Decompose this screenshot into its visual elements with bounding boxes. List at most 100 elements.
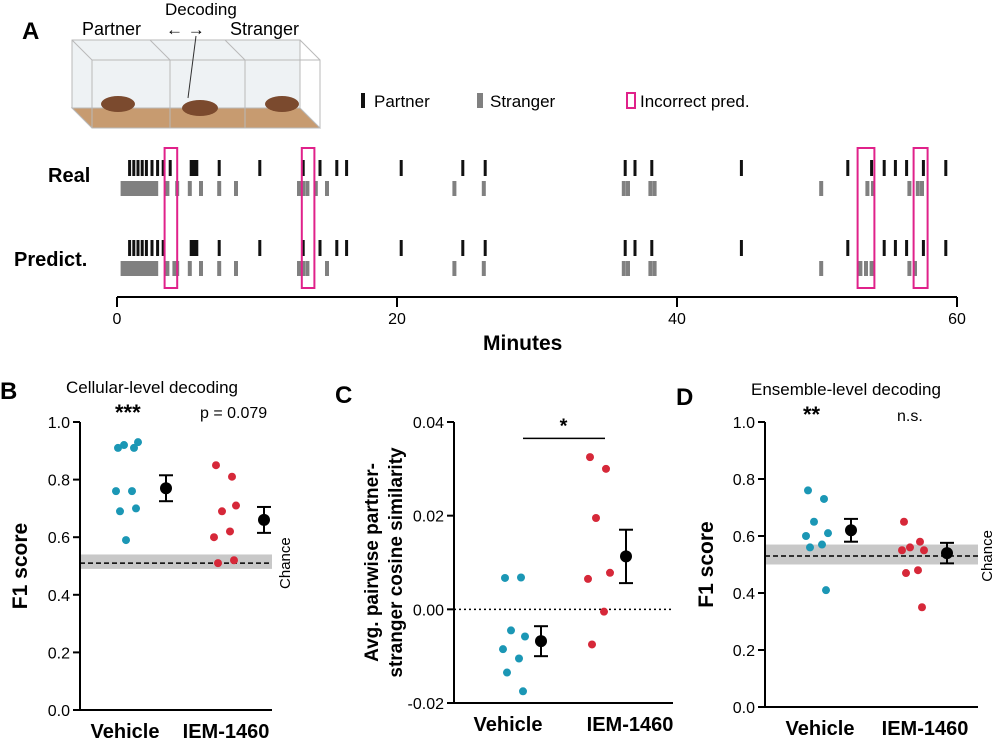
- stranger-mouse-icon: [265, 96, 299, 112]
- partner-event: [921, 160, 925, 176]
- stranger-event: [131, 261, 136, 276]
- partner-event: [318, 160, 322, 176]
- stranger-event: [187, 261, 192, 276]
- y-tick-label: 0.2: [733, 643, 755, 660]
- raster-x-tick-label: 60: [948, 311, 966, 328]
- data-point: [517, 573, 525, 582]
- stranger-event: [154, 181, 159, 196]
- data-point: [507, 626, 515, 635]
- panel-b-vehicle-significance: ***: [115, 400, 141, 425]
- incorrect-prediction-box: [856, 147, 876, 289]
- data-point: [920, 546, 928, 555]
- partner-event: [140, 240, 144, 256]
- data-point: [521, 632, 529, 641]
- data-point: [230, 556, 238, 565]
- partner-event: [882, 160, 886, 176]
- panel-letter-a: A: [22, 18, 40, 45]
- partner-event: [944, 240, 948, 256]
- significance-marker: *: [560, 415, 568, 437]
- stranger-event: [920, 181, 924, 196]
- stranger-event: [137, 181, 142, 196]
- stranger-event: [819, 181, 824, 196]
- partner-event: [132, 240, 136, 256]
- stranger-event: [199, 181, 203, 196]
- y-tick-label: 0.04: [413, 415, 444, 432]
- raster-plot: [120, 147, 948, 289]
- stranger-event: [134, 261, 139, 276]
- partner-event: [870, 160, 874, 176]
- partner-event: [258, 160, 262, 176]
- raster-x-tick-label: 40: [668, 311, 686, 328]
- partner-event: [195, 160, 199, 176]
- y-tick-label: 1.0: [733, 415, 755, 432]
- y-tick-label: 0.6: [48, 530, 70, 547]
- data-point: [112, 487, 120, 496]
- data-point: [900, 517, 908, 526]
- cage-arrows: ← →: [166, 20, 205, 39]
- data-point: [898, 546, 906, 555]
- raster-x-axis: 0 20 40 60: [113, 296, 966, 328]
- raster-x-tick-label: 20: [388, 311, 406, 328]
- decoding-cable: [187, 35, 197, 99]
- y-tick-label: 1.0: [48, 415, 70, 432]
- stranger-event: [165, 181, 170, 196]
- mean-marker: [845, 524, 857, 537]
- y-tick-label: 0.8: [48, 473, 70, 490]
- data-point: [218, 507, 226, 516]
- stranger-event: [652, 181, 657, 196]
- stranger-event: [140, 261, 145, 276]
- stranger-event: [148, 261, 153, 276]
- stranger-event: [626, 181, 630, 196]
- mean-marker: [160, 482, 172, 495]
- partner-event: [893, 160, 897, 176]
- data-point: [804, 486, 812, 495]
- stranger-event: [301, 181, 306, 196]
- x-category-label: Vehicle: [474, 714, 543, 736]
- panel-d-chart: Chance 0.0 0.2 0.4 0.6 0.8 1.0 F1 score Vehicle I…: [695, 415, 996, 740]
- stranger-event: [151, 261, 156, 276]
- partner-event: [846, 240, 850, 256]
- y-tick-label: 0.4: [48, 588, 70, 605]
- y-tick-label: 0.8: [733, 472, 755, 489]
- row-label-predicted: Predict.: [14, 249, 88, 271]
- partner-event: [633, 160, 637, 176]
- stranger-event: [199, 261, 203, 276]
- partner-event: [739, 240, 743, 256]
- partner-event: [461, 160, 465, 176]
- data-point: [916, 537, 924, 546]
- data-point: [501, 573, 509, 582]
- stranger-event: [305, 261, 310, 276]
- data-point: [515, 654, 523, 663]
- partner-event: [144, 160, 148, 176]
- partner-event: [345, 240, 349, 256]
- x-category-label: Vehicle: [786, 718, 855, 740]
- stranger-event: [913, 261, 917, 276]
- y-tick-label: 0.2: [48, 645, 70, 662]
- stranger-event: [865, 181, 870, 196]
- stranger-event: [234, 181, 238, 196]
- stranger-event: [481, 181, 486, 196]
- data-point: [588, 640, 596, 649]
- y-axis-label-line: Avg. pairwise partner-: [362, 463, 383, 662]
- partner-event: [195, 240, 199, 256]
- stranger-event: [858, 261, 863, 276]
- partner-event: [399, 240, 403, 256]
- data-point: [592, 514, 600, 523]
- incorrect-prediction-box: [912, 147, 929, 289]
- legend-partner-mark: [361, 93, 365, 108]
- partner-event: [335, 240, 339, 256]
- data-point: [132, 504, 140, 513]
- data-point: [918, 603, 926, 612]
- partner-event: [150, 240, 154, 256]
- partner-event: [156, 240, 160, 256]
- panel-d-title: Ensemble-level decoding: [751, 380, 941, 399]
- partner-event: [633, 240, 637, 256]
- stranger-event: [325, 181, 329, 196]
- stranger-event: [305, 181, 310, 196]
- panel-letter-d: D: [676, 384, 694, 411]
- partner-event: [318, 240, 322, 256]
- partner-event: [128, 240, 132, 256]
- stranger-event: [172, 261, 177, 276]
- stranger-event: [452, 181, 457, 196]
- panel-d-vehicle-significance: **: [803, 402, 821, 427]
